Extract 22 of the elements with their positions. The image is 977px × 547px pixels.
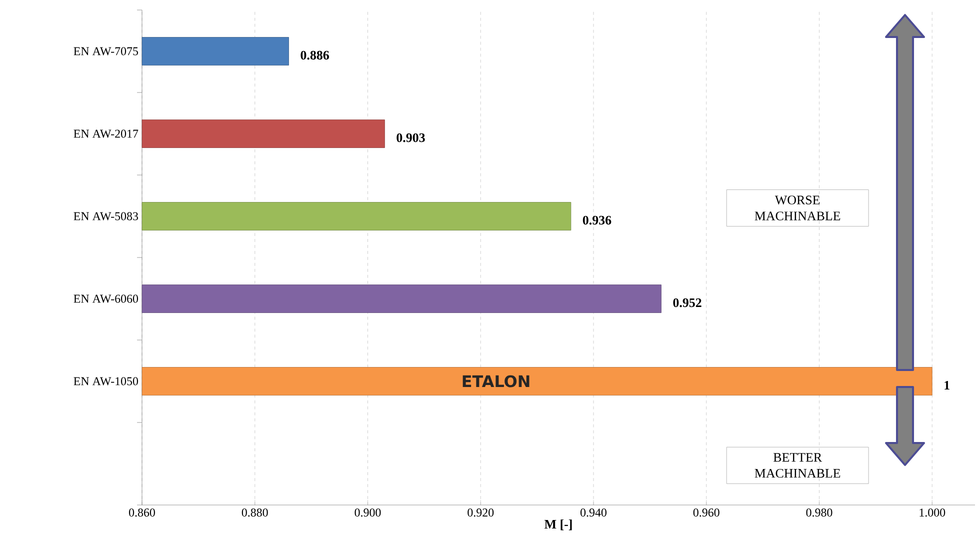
y-tick-label: EN AW-6060: [74, 294, 138, 303]
annotation: BETTER MACHINABLE: [754, 453, 840, 478]
x-axis-title: M [-]: [544, 519, 572, 530]
y-tick-label: EN AW-2017: [74, 130, 138, 138]
x-tick-label: 0.900: [354, 508, 381, 517]
x-tick-label: 0.980: [806, 508, 832, 517]
data-label: 1: [944, 380, 950, 390]
x-tick-label: 1.000: [920, 508, 946, 517]
x-tick-label: 0.940: [580, 508, 606, 517]
y-tick-label: EN AW-7075: [74, 47, 138, 56]
x-tick-label: 0.880: [242, 508, 268, 517]
data-label: 0.886: [300, 50, 329, 60]
annotation: WORSE MACHINABLE: [754, 196, 840, 220]
data-label: 0.903: [396, 133, 425, 142]
y-tick-label: EN AW-5083: [74, 212, 138, 220]
x-tick-label: 0.860: [129, 508, 155, 517]
y-tick-label: EN AW-1050: [74, 377, 138, 386]
x-tick-label: 0.960: [693, 508, 720, 517]
annotation: ETALON: [462, 375, 530, 388]
data-label: 0.952: [673, 298, 702, 308]
data-label: 0.936: [582, 216, 612, 225]
x-tick-label: 0.920: [468, 508, 494, 517]
